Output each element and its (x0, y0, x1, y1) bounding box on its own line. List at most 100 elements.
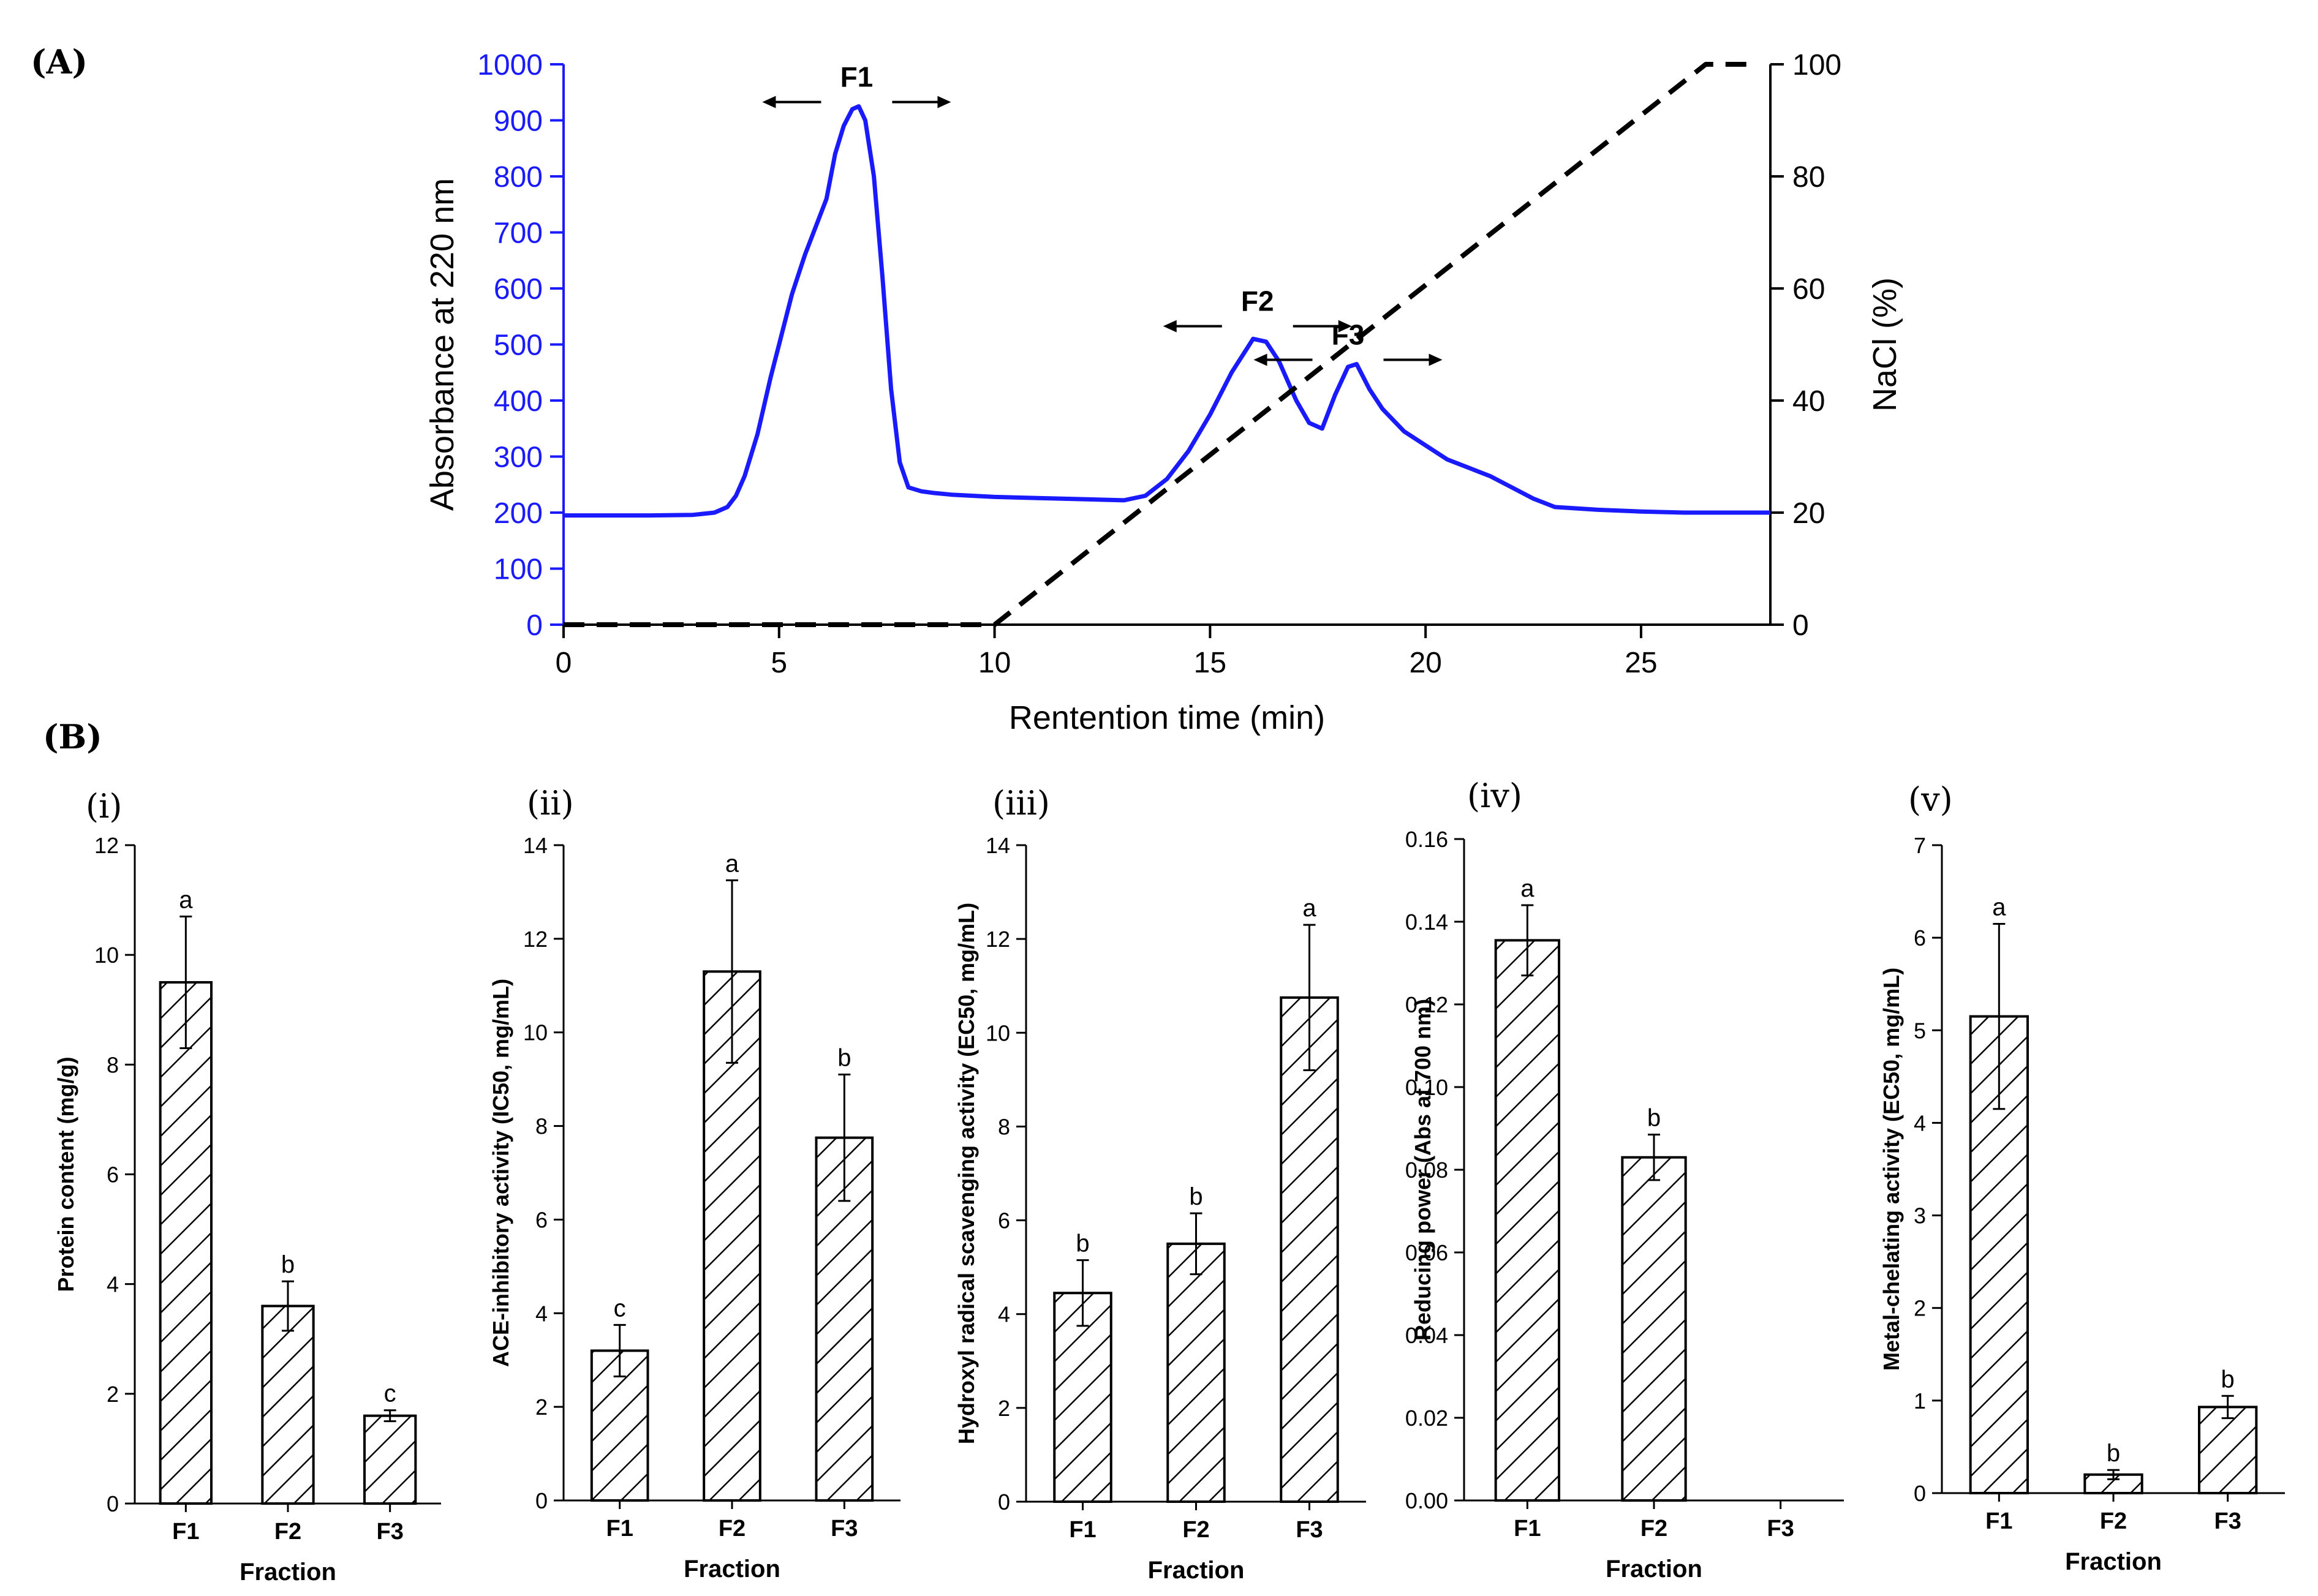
x-tick-label: 0 (556, 647, 572, 679)
category-label: F1 (172, 1519, 199, 1545)
y-axis-title: Reducing power (Abs at 700 nm) (1410, 999, 1435, 1341)
y-tick-label: 8 (535, 1114, 548, 1139)
category-label: F3 (1767, 1516, 1794, 1541)
peak-label: F1 (840, 61, 874, 93)
y-axis-title: Metal-chelating activity (EC50, mg/mL) (1879, 968, 1904, 1371)
y-tick-label: 1000 (477, 49, 543, 81)
y-tick-label: 4 (1914, 1110, 1926, 1135)
y2-tick-label: 20 (1792, 497, 1825, 530)
y-tick-label: 0.02 (1405, 1406, 1448, 1431)
y-tick-label: 400 (494, 385, 543, 418)
y-tick-label: 4 (107, 1272, 119, 1297)
bar (1166, 1242, 1226, 1504)
nacl-gradient-line (564, 62, 1749, 627)
significance-letter: b (2221, 1366, 2235, 1393)
y2-tick-label: 100 (1792, 49, 1841, 81)
significance-letter: b (1076, 1230, 1089, 1257)
panel-label: (iv) (1467, 777, 1522, 815)
y-axis-title: Protein content (mg/g) (53, 1057, 78, 1292)
y-tick-label: 700 (494, 217, 543, 250)
y-tick-label: 6 (1914, 925, 1926, 950)
y-tick-label: 0 (107, 1491, 119, 1516)
significance-letter: b (1189, 1183, 1202, 1210)
x-axis-title: Fraction (684, 1556, 780, 1583)
peak-arrow-head (1429, 353, 1443, 366)
category-label: F2 (1182, 1517, 1209, 1543)
y-tick-label: 2 (1914, 1296, 1926, 1321)
x-axis-title: Fraction (1606, 1556, 1702, 1583)
y-tick-label: 0 (1914, 1481, 1926, 1506)
y-tick-label: 2 (535, 1395, 548, 1420)
significance-letter: b (2107, 1440, 2120, 1467)
significance-letter: c (384, 1380, 396, 1407)
bar-chart-iv: (iv) 0.00 0.02 0.04 0.06 0.08 0.10 0.12 0.14 0.16… (1405, 777, 1844, 1583)
bar (159, 981, 213, 1505)
y-tick-label: 12 (523, 927, 548, 952)
y-tick-label: 6 (107, 1162, 119, 1188)
category-label: F1 (1514, 1516, 1541, 1541)
bar-chart-i: (i) 0 2 4 6 8 10 12 F1 a F2 b F3 c Fraction Protein con… (53, 787, 441, 1586)
peak-label: F2 (1241, 285, 1274, 317)
y-tick-label: 14 (523, 833, 548, 858)
y-tick-label: 0.16 (1405, 827, 1448, 852)
y-tick-label: 4 (998, 1302, 1010, 1327)
y-tick-label: 10 (523, 1020, 548, 1045)
y-tick-label: 7 (1914, 833, 1926, 858)
y-axis-title: ACE-inhibitory activity (IC50, mg/mL) (488, 979, 513, 1367)
panel-label: (v) (1908, 780, 1953, 819)
bar (363, 1414, 417, 1505)
y-tick-label: 600 (494, 273, 543, 306)
bar (2198, 1406, 2258, 1495)
y-tick-label: 10 (986, 1020, 1010, 1045)
significance-letter: a (1992, 894, 2006, 920)
x-tick-label: 20 (1409, 647, 1441, 679)
y-tick-label: 5 (1914, 1018, 1926, 1043)
x-tick-label: 5 (771, 647, 787, 679)
y-tick-label: 14 (986, 833, 1010, 858)
significance-letter: a (725, 850, 739, 877)
x-tick-label: 10 (978, 647, 1011, 679)
significance-letter: c (614, 1295, 626, 1322)
x-axis-title: Fraction (240, 1559, 336, 1586)
category-label: F3 (831, 1516, 858, 1541)
y2-tick-label: 0 (1792, 609, 1809, 642)
significance-letter: b (281, 1251, 295, 1278)
absorbance-line (564, 104, 1770, 518)
y-tick-label: 12 (94, 833, 119, 858)
bar (1280, 996, 1339, 1504)
y-tick-label: 12 (986, 927, 1010, 952)
y2-axis-title: NaCl (%) (1867, 277, 1903, 412)
y-tick-label: 2 (998, 1396, 1010, 1421)
peak-arrow-head (1163, 320, 1177, 333)
y-tick-label: 0.08 (1405, 1157, 1448, 1183)
peak-label: F3 (1332, 319, 1365, 351)
y-tick-label: 200 (494, 497, 543, 530)
y-tick-label: 8 (107, 1052, 119, 1077)
x-axis-title: Fraction (1148, 1557, 1245, 1584)
y-tick-label: 0.14 (1405, 909, 1448, 935)
y-tick-label: 1 (1914, 1388, 1926, 1413)
y-tick-label: 0 (535, 1488, 548, 1513)
y-tick-label: 800 (494, 161, 543, 194)
y-axis-title: Hydroxyl radical scavenging activity (EC… (954, 903, 979, 1444)
y-tick-label: 4 (535, 1301, 548, 1326)
y-tick-label: 500 (494, 329, 543, 362)
category-label: F2 (274, 1519, 301, 1545)
y-tick-label: 900 (494, 105, 543, 138)
bar (1621, 1156, 1687, 1502)
panel-b-label: (B) (43, 717, 102, 756)
y-tick-label: 100 (494, 554, 543, 586)
panel-label: (i) (86, 787, 122, 826)
category-label: F2 (1640, 1516, 1667, 1541)
panel-label: (ii) (527, 784, 574, 822)
y-tick-label: 2 (107, 1382, 119, 1407)
significance-letter: a (179, 886, 193, 913)
y-tick-label: 8 (998, 1114, 1010, 1139)
y-tick-label: 0.06 (1405, 1240, 1448, 1265)
category-label: F2 (2100, 1508, 2127, 1534)
category-label: F3 (2214, 1508, 2241, 1534)
peak-arrow-head (762, 96, 776, 108)
